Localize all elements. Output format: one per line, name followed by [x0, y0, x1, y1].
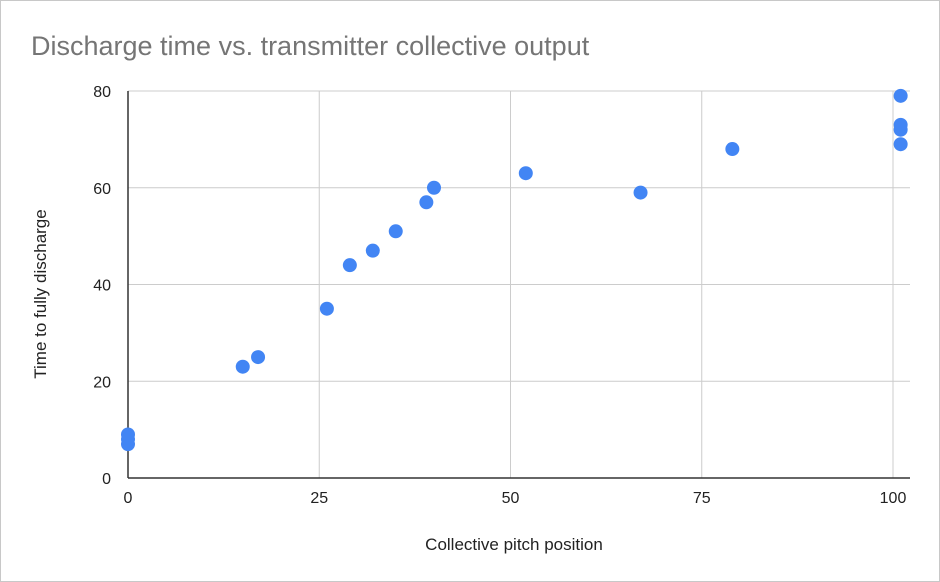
y-tick-label: 20	[93, 374, 111, 391]
data-point	[893, 88, 908, 103]
x-tick-label: 0	[124, 490, 133, 507]
x-tick-label: 100	[880, 490, 907, 507]
data-point	[319, 301, 334, 316]
data-point	[365, 243, 380, 258]
data-point	[235, 359, 250, 374]
data-point	[121, 427, 135, 442]
x-tick-label: 25	[310, 490, 328, 507]
chart-title: Discharge time vs. transmitter collectiv…	[31, 31, 590, 61]
data-point	[518, 166, 533, 181]
data-points	[121, 88, 908, 452]
data-point	[725, 142, 740, 157]
y-tick-label: 0	[102, 471, 111, 488]
y-tick-label: 40	[93, 278, 111, 295]
data-point	[251, 350, 266, 365]
x-tick-label: 75	[693, 490, 711, 507]
y-tick-labels: 0 20 40 60 80	[93, 84, 111, 488]
data-point	[419, 195, 434, 210]
data-point	[388, 224, 403, 239]
x-axis-label: Collective pitch position	[425, 535, 603, 554]
data-point	[427, 180, 441, 195]
data-point	[893, 137, 908, 152]
data-point	[342, 258, 357, 273]
y-axis-label: Time to fully discharge	[31, 209, 50, 378]
y-tick-label: 60	[93, 181, 111, 198]
y-gridlines	[128, 90, 910, 382]
data-point	[893, 117, 908, 132]
data-point	[633, 185, 648, 200]
x-tick-label: 50	[502, 490, 520, 507]
y-tick-label: 80	[93, 84, 111, 101]
x-tick-labels: 0 25 50 75 100	[124, 490, 907, 507]
